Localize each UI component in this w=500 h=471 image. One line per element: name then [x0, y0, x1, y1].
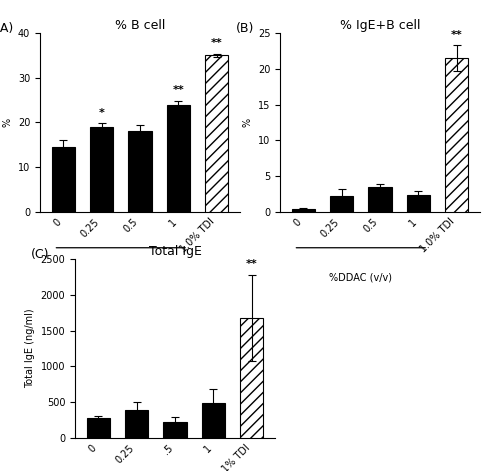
Bar	[86, 418, 110, 438]
Bar	[330, 196, 353, 212]
Bar	[407, 195, 430, 212]
Text: (C): (C)	[31, 248, 50, 261]
Title: Total IgE: Total IgE	[148, 245, 202, 258]
Text: **: **	[451, 30, 463, 40]
Bar	[90, 127, 113, 212]
Text: %DDAC (v/v): %DDAC (v/v)	[330, 273, 392, 283]
Bar	[167, 105, 190, 212]
Bar	[292, 209, 314, 212]
Y-axis label: %: %	[2, 118, 12, 127]
Bar	[206, 55, 229, 212]
Text: **: **	[172, 85, 184, 95]
Bar	[164, 422, 186, 438]
Bar	[240, 318, 264, 438]
Text: (B): (B)	[236, 22, 255, 35]
Bar	[125, 410, 148, 438]
Text: %DDAC (v/v): %DDAC (v/v)	[90, 273, 152, 283]
Text: *: *	[98, 108, 104, 118]
Text: **: **	[211, 38, 223, 48]
Bar	[202, 403, 225, 438]
Bar	[128, 130, 152, 212]
Title: % B cell: % B cell	[115, 19, 165, 32]
Bar	[368, 187, 392, 212]
Text: (A): (A)	[0, 22, 14, 35]
Title: % IgE+B cell: % IgE+B cell	[340, 19, 420, 32]
Bar	[446, 58, 468, 212]
Text: **: **	[246, 260, 258, 269]
Y-axis label: Total IgE (ng/ml): Total IgE (ng/ml)	[25, 309, 35, 389]
Y-axis label: %: %	[242, 118, 252, 127]
Bar	[52, 147, 74, 212]
